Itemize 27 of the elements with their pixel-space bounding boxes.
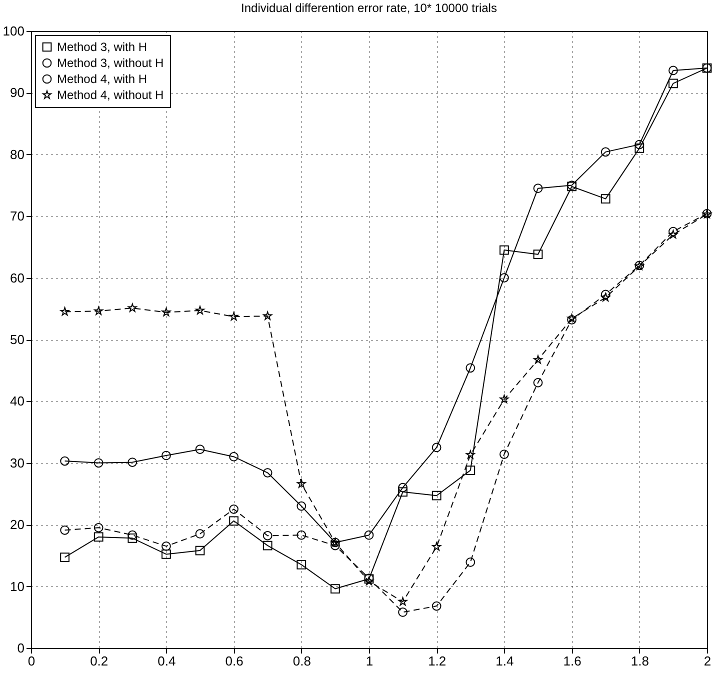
- x-tick-label: 2: [704, 654, 712, 668]
- x-tick-label: 0.8: [292, 654, 311, 668]
- x-tick-label: 1.6: [563, 654, 582, 668]
- y-tick-label: 70: [10, 208, 24, 224]
- x-tick-label: 1.2: [428, 654, 446, 668]
- y-tick-label: 60: [10, 270, 24, 286]
- y-tick-label: 20: [10, 517, 24, 532]
- y-tick-label: 10: [10, 578, 24, 594]
- x-tick-label: 1: [366, 654, 374, 668]
- x-tick-label: 0.6: [225, 654, 244, 668]
- y-tick-label: 40: [10, 394, 24, 409]
- x-tick-label: 1.8: [630, 654, 649, 668]
- y-tick-label: 30: [10, 455, 24, 470]
- y-tick-label: 90: [10, 85, 24, 100]
- x-tick-label: 0: [28, 654, 36, 668]
- legend-label: Method 3, with H: [57, 40, 148, 54]
- x-tick-label: 1.4: [496, 654, 514, 668]
- y-tick-label: 0: [17, 640, 24, 656]
- legend-label: Method 3, without H: [57, 56, 164, 70]
- chart-title: Individual differention error rate, 10* 10000 trials: [241, 1, 497, 15]
- x-tick-label: 0.4: [158, 654, 176, 668]
- y-tick-label: 50: [10, 332, 24, 347]
- y-tick-label: 100: [2, 24, 24, 38]
- x-tick-label: 0.2: [90, 654, 108, 668]
- legend-label: Method 4, without H: [57, 88, 164, 102]
- legend-label: Method 4, with H: [57, 72, 148, 86]
- y-tick-label: 80: [10, 146, 24, 162]
